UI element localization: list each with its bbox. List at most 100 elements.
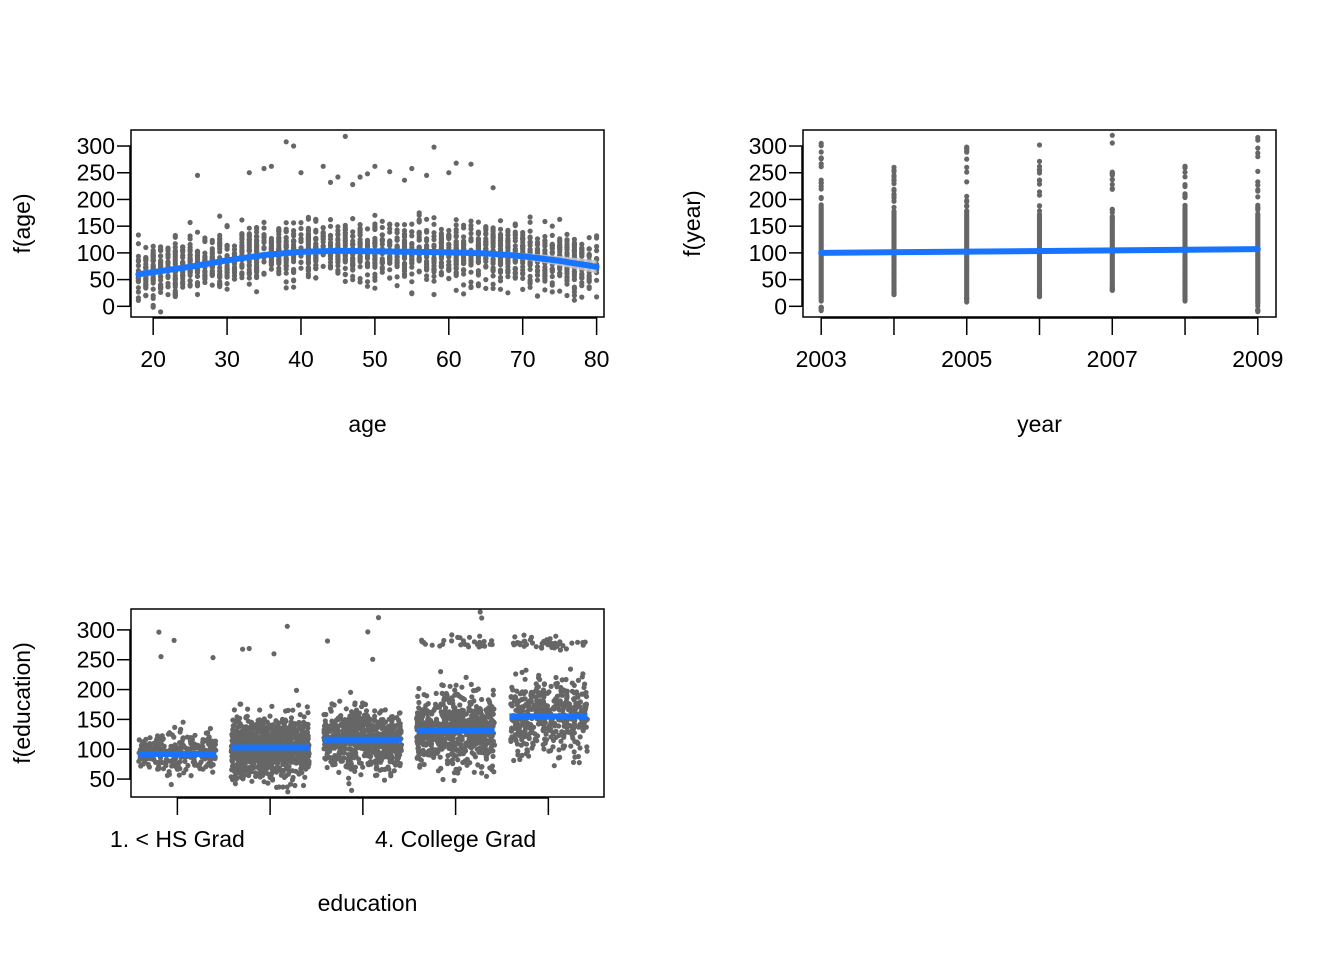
data-point	[239, 217, 245, 223]
data-point	[239, 247, 245, 254]
data-point	[964, 164, 970, 170]
data-point	[138, 763, 144, 769]
data-point	[313, 266, 319, 272]
data-point	[249, 778, 255, 784]
data-point	[431, 221, 437, 227]
data-point	[172, 232, 178, 239]
data-point	[265, 724, 271, 730]
data-point	[453, 260, 459, 266]
data-point	[254, 237, 260, 243]
data-point	[305, 266, 311, 272]
data-point	[171, 637, 177, 644]
data-point	[384, 732, 390, 738]
data-point	[468, 279, 474, 285]
data-point	[246, 269, 252, 275]
data-point	[490, 285, 496, 291]
data-point	[527, 228, 533, 234]
data-point	[177, 759, 183, 765]
data-point	[350, 181, 356, 188]
data-point	[549, 232, 555, 238]
data-point	[418, 719, 424, 725]
data-point	[490, 687, 496, 693]
data-point	[586, 253, 592, 260]
data-point	[1109, 132, 1115, 138]
data-point	[891, 164, 897, 170]
data-point	[288, 715, 295, 721]
data-point	[209, 254, 215, 260]
data-point	[135, 263, 141, 269]
data-point	[424, 172, 430, 178]
data-point	[293, 751, 300, 757]
data-point	[520, 286, 526, 292]
data-point	[165, 273, 171, 279]
data-point	[323, 711, 329, 718]
data-point	[320, 163, 326, 169]
data-point	[505, 290, 511, 296]
data-point	[301, 714, 307, 720]
data-point	[278, 757, 284, 763]
plot-frame	[130, 129, 605, 318]
data-point	[461, 234, 467, 240]
data-point	[478, 749, 484, 756]
data-point	[187, 252, 193, 258]
data-point	[338, 713, 344, 719]
data-point	[172, 291, 178, 298]
data-point	[401, 238, 408, 244]
data-point	[557, 216, 563, 222]
data-point	[474, 720, 480, 726]
data-point	[520, 267, 526, 273]
data-point	[254, 289, 260, 295]
data-point	[415, 741, 421, 747]
data-point	[450, 752, 457, 758]
data-point	[232, 781, 238, 787]
data-point	[451, 720, 458, 726]
data-point	[394, 222, 400, 228]
data-point	[180, 254, 186, 261]
data-point	[1109, 209, 1115, 215]
data-point	[964, 299, 970, 305]
data-point	[416, 699, 422, 706]
data-point	[372, 717, 378, 724]
data-point	[468, 238, 474, 244]
data-point	[416, 269, 422, 275]
data-point	[350, 229, 356, 235]
data-point	[564, 281, 570, 287]
data-point	[594, 243, 600, 250]
data-point	[158, 246, 164, 252]
data-point	[283, 220, 289, 226]
data-point	[217, 243, 223, 249]
data-point	[285, 789, 291, 795]
data-point	[431, 258, 437, 265]
data-point	[431, 230, 437, 236]
data-point	[160, 737, 166, 743]
data-point	[172, 252, 178, 258]
data-point	[1109, 172, 1115, 178]
data-point	[364, 255, 371, 261]
data-point	[818, 140, 824, 146]
x-axis-title: age	[348, 411, 386, 437]
data-point	[1255, 194, 1261, 200]
data-point	[468, 218, 474, 224]
data-point	[254, 224, 260, 231]
data-point	[263, 769, 269, 776]
data-point	[1255, 168, 1261, 174]
data-point	[327, 232, 334, 238]
data-point	[446, 267, 452, 273]
data-point	[268, 773, 274, 779]
data-point	[357, 279, 363, 285]
data-point	[527, 219, 533, 225]
data-point	[520, 236, 526, 242]
data-point	[298, 265, 304, 271]
data-point	[394, 283, 400, 289]
data-point	[483, 264, 489, 270]
data-point	[446, 232, 452, 239]
data-point	[459, 734, 465, 740]
data-point	[417, 762, 423, 768]
data-point	[421, 761, 427, 768]
data-point	[1255, 187, 1261, 193]
data-point	[505, 244, 511, 250]
data-point	[542, 218, 548, 225]
data-point	[187, 282, 193, 288]
data-point	[313, 241, 319, 247]
x-tick-label: 40	[288, 346, 314, 372]
